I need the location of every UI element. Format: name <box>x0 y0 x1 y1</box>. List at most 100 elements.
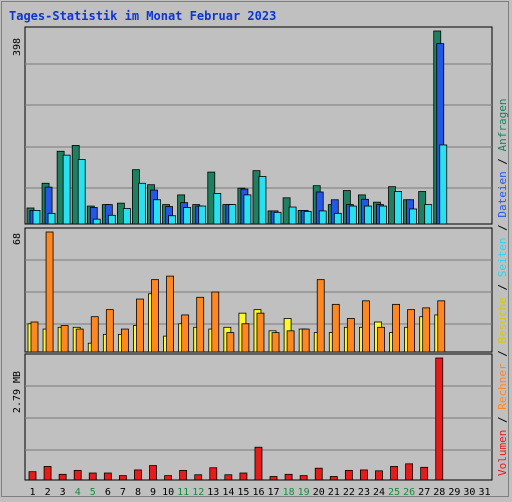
bar-seiten-day-22 <box>348 205 357 225</box>
bar-volumen-day-27 <box>420 466 429 481</box>
bar-rechner-day-7 <box>120 328 129 353</box>
bar-rechner-day-5 <box>90 316 99 353</box>
bar-rechner-day-16 <box>256 312 265 353</box>
bar-volumen-day-16 <box>254 446 263 481</box>
x-tick-day-24: 24 <box>373 487 385 498</box>
bar-seiten-day-14 <box>228 204 237 225</box>
bar-volumen-day-11 <box>179 469 188 481</box>
x-tick-day-25: 25 <box>388 487 400 498</box>
bar-volumen-day-3 <box>58 473 67 481</box>
bar-rechner-day-23 <box>362 300 370 353</box>
bar-rechner-day-11 <box>181 314 190 353</box>
bar-rechner-day-27 <box>422 307 431 353</box>
legend-separator: / <box>496 217 509 238</box>
bar-rechner-day-13 <box>211 291 220 353</box>
bar-volumen-day-24 <box>375 470 383 481</box>
bar-seiten-day-20 <box>318 210 327 225</box>
y-axis-max-label-2: 68 <box>12 233 23 245</box>
x-tick-day-31: 31 <box>478 487 490 498</box>
bar-rechner-day-6 <box>105 309 114 353</box>
bar-seiten-day-21 <box>333 212 342 225</box>
x-tick-day-26: 26 <box>403 487 415 498</box>
x-tick-day-11: 11 <box>177 487 189 498</box>
bar-volumen-day-13 <box>209 467 218 481</box>
legend-item-besuche: Besuche <box>496 297 509 344</box>
x-tick-day-2: 2 <box>45 487 51 498</box>
x-tick-day-4: 4 <box>75 487 81 498</box>
bar-rechner-day-3 <box>60 325 69 353</box>
bar-seiten-day-25 <box>394 191 402 225</box>
bar-volumen-day-21 <box>329 476 338 481</box>
legend-item-dateien: Dateien <box>496 171 509 218</box>
bar-seiten-day-28 <box>439 144 448 225</box>
bar-volumen-day-26 <box>405 463 414 481</box>
bar-rechner-day-22 <box>346 318 355 353</box>
bar-seiten-day-27 <box>424 204 433 225</box>
bar-seiten-day-18 <box>288 206 297 225</box>
legend-separator: / <box>496 409 509 430</box>
bar-seiten-day-5 <box>92 218 101 225</box>
bar-volumen-day-1 <box>28 471 37 481</box>
x-tick-day-22: 22 <box>343 487 355 498</box>
x-tick-day-18: 18 <box>283 487 295 498</box>
bar-seiten-day-17 <box>273 211 282 225</box>
bar-seiten-day-9 <box>153 199 161 225</box>
legend-item-volumen: Volumen <box>496 429 509 476</box>
bar-rechner-day-12 <box>196 296 205 353</box>
x-tick-day-30: 30 <box>463 487 475 498</box>
bar-volumen-day-2 <box>43 466 52 481</box>
x-tick-day-15: 15 <box>237 487 249 498</box>
x-tick-day-23: 23 <box>358 487 370 498</box>
x-tick-day-21: 21 <box>328 487 340 498</box>
bar-seiten-day-4 <box>77 159 86 225</box>
x-tick-day-8: 8 <box>135 487 141 498</box>
bar-volumen-day-7 <box>118 475 127 481</box>
bar-rechner-day-8 <box>136 298 144 353</box>
y-axis-max-label-1: 398 <box>12 38 23 56</box>
legend-item-rechner: Rechner <box>496 363 509 410</box>
bar-volumen-day-9 <box>149 465 157 481</box>
bar-rechner-day-26 <box>407 309 416 353</box>
bar-rechner-day-15 <box>241 323 250 353</box>
bar-seiten-day-8 <box>138 182 146 225</box>
bar-volumen-day-22 <box>344 469 353 481</box>
bar-volumen-day-12 <box>194 474 203 481</box>
x-tick-day-9: 9 <box>150 487 156 498</box>
bar-rechner-day-9 <box>151 279 159 353</box>
bar-volumen-day-18 <box>284 473 293 481</box>
bar-seiten-day-23 <box>364 205 372 225</box>
x-tick-day-1: 1 <box>30 487 36 498</box>
x-tick-day-28: 28 <box>433 487 445 498</box>
bar-rechner-day-4 <box>75 328 84 353</box>
x-tick-day-12: 12 <box>192 487 204 498</box>
x-tick-day-13: 13 <box>207 487 219 498</box>
bar-seiten-day-11 <box>183 207 192 225</box>
bar-rechner-day-10 <box>166 275 174 353</box>
bar-seiten-day-16 <box>258 176 267 225</box>
x-tick-day-3: 3 <box>60 487 66 498</box>
bar-volumen-day-25 <box>390 466 398 481</box>
x-tick-day-5: 5 <box>90 487 96 498</box>
bar-seiten-day-13 <box>213 193 222 225</box>
bar-volumen-day-10 <box>164 475 172 481</box>
bar-volumen-day-28 <box>435 357 444 481</box>
y-axis-max-label-3: 2.79 MB <box>12 371 23 413</box>
bar-seiten-day-19 <box>303 210 312 225</box>
series-legend: Volumen / Rechner / Besuche / Seiten / D… <box>496 98 509 476</box>
bar-rechner-day-24 <box>377 326 385 353</box>
bar-seiten-day-6 <box>107 214 116 225</box>
bar-seiten-day-1 <box>32 210 41 225</box>
bar-volumen-day-6 <box>103 472 112 481</box>
bar-rechner-day-18 <box>286 330 295 353</box>
x-tick-day-14: 14 <box>222 487 234 498</box>
bar-seiten-day-12 <box>198 205 207 225</box>
x-tick-day-10: 10 <box>162 487 174 498</box>
x-tick-day-29: 29 <box>448 487 460 498</box>
bar-volumen-day-14 <box>224 474 233 481</box>
bar-seiten-day-26 <box>409 208 418 225</box>
bar-rechner-day-25 <box>392 303 400 353</box>
bar-seiten-day-24 <box>379 205 387 225</box>
bar-seiten-day-2 <box>47 212 56 225</box>
